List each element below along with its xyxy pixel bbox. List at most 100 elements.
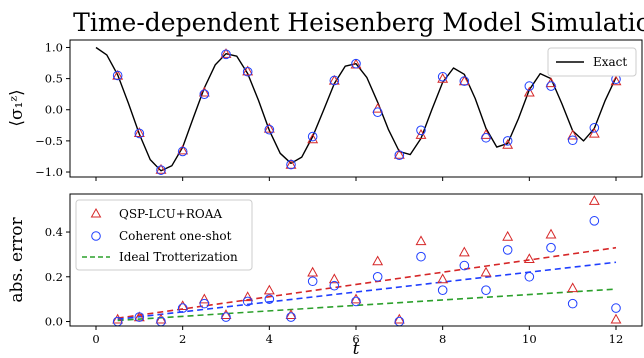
coherent-error-point — [329, 280, 340, 291]
qsp-expectation-point — [198, 86, 210, 97]
top-legend: Exact — [547, 47, 637, 77]
bottom-ticks: 0 2 4 6 8 10 12 0.0 0.2 0.4 — [45, 225, 624, 346]
qsp-error-point — [285, 309, 297, 319]
bottom-legend: QSP-LCU+ROAA Coherent one-shot Ideal Tro… — [75, 199, 253, 271]
legend-exact-label: Exact — [593, 55, 627, 69]
bottom-x-tick-label: 10 — [522, 332, 537, 346]
coherent-expectation-point — [524, 81, 535, 91]
coherent-expectation-point — [437, 71, 448, 82]
qsp-expectation-point — [393, 148, 405, 159]
qsp-error-point — [415, 235, 427, 246]
qsp-expectation-point — [567, 129, 579, 140]
qsp-expectation-point — [328, 74, 340, 85]
top-panel: −1.0 −0.5 0.0 0.5 1.0 ⟨σ₁ᶻ⟩ Exact — [7, 39, 643, 181]
coherent-expectation-point — [502, 136, 513, 146]
bottom-x-tick-label: 6 — [352, 332, 359, 346]
coherent-expectation-point — [394, 150, 405, 161]
exact-curve-line — [95, 46, 617, 172]
coherent-expectation-point — [112, 70, 123, 81]
coherent-expectation-point — [351, 58, 361, 69]
qsp-error-point — [242, 291, 254, 302]
qsp-error-point — [155, 313, 167, 324]
qsp-error-point — [372, 255, 384, 266]
top-y-tick-label: 1.0 — [45, 40, 63, 54]
qsp-expectation-point — [177, 144, 189, 155]
bottom-y-tick-label: 0.2 — [45, 270, 63, 284]
coherent-error-point — [502, 245, 513, 255]
qsp-error-point — [545, 228, 557, 239]
bottom-x-tick-label: 8 — [439, 332, 446, 346]
coherent-error-point — [524, 271, 535, 282]
coherent-error-point — [177, 303, 188, 313]
coherent-expectation-point — [416, 125, 426, 136]
qsp-error-point — [220, 309, 232, 319]
qsp-error-point — [350, 293, 362, 304]
qsp-expectation-point — [155, 163, 167, 174]
bottom-marks — [112, 195, 622, 327]
coherent-error-point — [589, 216, 600, 226]
legend-trotter-label: Ideal Trotterization — [119, 250, 238, 264]
qsp-error-point — [458, 246, 470, 257]
qsp-error-point — [567, 282, 579, 293]
coherent-error-point — [372, 271, 383, 282]
qsp-expectation-point — [133, 127, 145, 137]
coherent-expectation-point — [199, 89, 210, 99]
coherent-expectation-point — [156, 165, 166, 175]
coherent-error-point — [242, 296, 253, 307]
qsp-expectation-point — [242, 65, 254, 76]
qsp-expectation-point — [437, 72, 449, 83]
coherent-error-point — [459, 260, 470, 271]
bottom-y-tick-label: 0.4 — [45, 225, 63, 239]
bottom-x-tick-label: 0 — [92, 332, 99, 346]
coherent-expectation-point — [177, 146, 188, 157]
qsp-error-point — [307, 266, 319, 277]
coherent-error-point — [394, 316, 405, 327]
coherent-trend-line — [117, 261, 617, 321]
legend-coherent-marker — [91, 231, 101, 241]
bottom-y-tick-label: 0.0 — [45, 315, 63, 329]
coherent-expectation-point — [372, 107, 383, 118]
coherent-expectation-point — [567, 135, 578, 146]
qsp-error-point — [502, 230, 514, 241]
coherent-error-point — [264, 294, 275, 304]
top-y-tick-label: −0.5 — [35, 134, 63, 148]
bottom-x-tick-label: 4 — [266, 332, 273, 346]
coherent-error-point — [351, 296, 361, 307]
coherent-expectation-point — [134, 128, 145, 139]
qsp-expectation-point — [285, 158, 297, 169]
coherent-error-point — [307, 276, 318, 287]
qsp-error-point — [328, 273, 340, 284]
coherent-expectation-point — [459, 76, 470, 86]
qsp-error-point — [480, 266, 492, 277]
bottom-panel: 0 2 4 6 8 10 12 0.0 0.2 0.4 abs. error t QSP-LCU+… — [7, 193, 643, 358]
coherent-error-point — [199, 298, 210, 309]
qsp-error-point — [523, 253, 535, 264]
coherent-error-point — [437, 285, 448, 296]
qsp-expectation-point — [112, 69, 124, 80]
qsp-error-point — [437, 273, 449, 284]
top-ticks: −1.0 −0.5 0.0 0.5 1.0 — [35, 40, 617, 181]
legend-coherent-label: Coherent one-shot — [119, 229, 232, 243]
coherent-expectation-point — [286, 159, 296, 170]
coherent-expectation-point — [329, 75, 340, 86]
top-chart-title: Time-dependent Heisenberg Model Simulati… — [73, 8, 644, 37]
coherent-error-point — [611, 303, 621, 313]
coherent-error-point — [416, 251, 426, 262]
qsp-error-point — [177, 300, 189, 311]
coherent-error-point — [546, 242, 556, 253]
qsp-error-point — [133, 311, 145, 322]
coherent-error-point — [286, 312, 296, 322]
bottom-legend-box — [75, 199, 253, 271]
qsp-error-point — [393, 313, 405, 324]
qsp-expectation-point — [458, 75, 470, 86]
bottom-y-axis-label: abs. error — [7, 217, 27, 303]
qsp-expectation-point — [220, 48, 232, 58]
qsp-error-point — [112, 313, 124, 324]
qsp-expectation-point — [307, 133, 319, 144]
coherent-expectation-point — [221, 49, 231, 60]
bottom-x-axis-label: t — [353, 339, 360, 358]
top-y-tick-label: 0.5 — [45, 72, 63, 86]
top-y-tick-label: 0.0 — [45, 103, 63, 117]
coherent-error-point — [221, 312, 231, 322]
